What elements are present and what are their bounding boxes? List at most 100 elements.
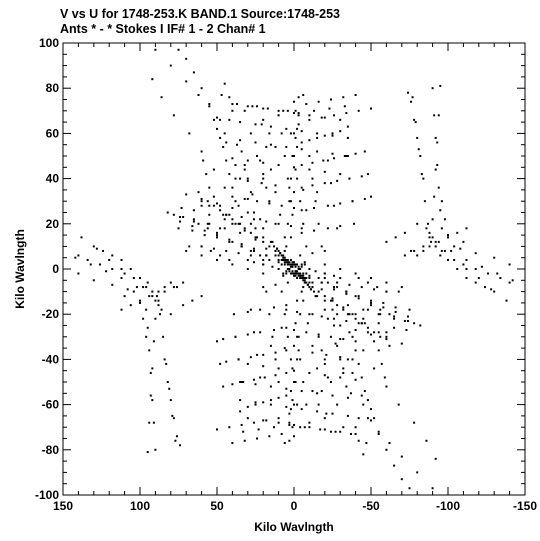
data-point [297, 268, 300, 270]
data-point [246, 310, 249, 313]
y-tick-label: 20 [46, 217, 60, 231]
data-point [351, 371, 354, 374]
data-point [232, 313, 235, 316]
data-point [377, 322, 380, 325]
data-point [256, 437, 259, 440]
data-point [163, 286, 166, 289]
data-point [216, 127, 218, 130]
data-point [240, 245, 243, 248]
data-point [385, 331, 388, 334]
data-point [440, 249, 443, 252]
data-point [246, 362, 249, 365]
data-point [240, 150, 243, 153]
data-point [299, 268, 302, 270]
data-point [185, 193, 188, 196]
data-point [354, 295, 357, 298]
data-point [370, 299, 372, 302]
data-point [440, 200, 443, 203]
data-point [360, 376, 363, 379]
data-point [243, 197, 246, 200]
data-point [331, 297, 334, 300]
data-point [406, 319, 409, 322]
data-point [366, 399, 369, 402]
data-point [323, 182, 326, 185]
data-point [132, 290, 135, 293]
data-point [311, 161, 314, 164]
data-point [349, 432, 352, 435]
data-point [434, 136, 437, 139]
data-point [453, 245, 456, 248]
data-point [271, 240, 274, 243]
data-point [263, 376, 266, 379]
data-point [326, 227, 329, 230]
data-point [311, 281, 314, 284]
data-point [345, 292, 348, 295]
x-tick-label: 150 [53, 499, 73, 513]
data-point [231, 186, 234, 189]
data-point [323, 428, 326, 431]
data-point [274, 249, 277, 252]
data-point [333, 317, 336, 320]
data-point [166, 381, 169, 383]
data-point [308, 371, 311, 374]
data-point [271, 265, 274, 268]
y-tick-label: -20 [42, 307, 60, 321]
data-point [313, 109, 316, 112]
data-point [308, 155, 311, 157]
data-point [92, 245, 95, 248]
data-point [265, 186, 268, 189]
data-point [234, 164, 237, 167]
x-tick-label: 0 [291, 499, 298, 513]
data-point [465, 227, 468, 230]
data-point [305, 403, 308, 406]
data-point [260, 123, 263, 126]
data-point [223, 82, 226, 85]
data-point [120, 308, 123, 311]
data-point [333, 274, 336, 277]
data-point [280, 254, 283, 257]
data-point [239, 139, 242, 142]
data-point [447, 234, 449, 237]
data-point [285, 261, 288, 264]
data-point [296, 270, 299, 273]
data-point [431, 487, 434, 490]
data-point [231, 263, 234, 266]
data-point [419, 324, 422, 327]
data-point [342, 308, 345, 311]
data-point [252, 331, 255, 334]
data-point [385, 385, 388, 388]
data-point [286, 268, 289, 270]
data-point [243, 227, 246, 230]
data-point [289, 200, 292, 203]
data-point [294, 263, 297, 266]
data-point [285, 145, 288, 148]
data-point [305, 277, 308, 280]
data-point [252, 378, 255, 381]
data-point [200, 150, 203, 153]
axis-tick-labels: 150 100 50 0 -50 -100 -150 100 80 60 40 20 0 -20 -40 -6… [35, 36, 537, 513]
data-point [425, 439, 428, 442]
data-point [219, 254, 222, 257]
data-point [342, 371, 345, 374]
data-point [443, 249, 446, 252]
data-point [413, 322, 416, 325]
data-point [272, 329, 275, 332]
data-point [311, 252, 314, 255]
data-point [280, 326, 283, 329]
data-point [302, 272, 305, 275]
data-point [239, 177, 242, 180]
data-point [239, 121, 242, 124]
data-point [413, 118, 416, 121]
data-point [269, 125, 272, 128]
data-point [293, 369, 295, 372]
data-point [269, 168, 272, 171]
data-point [157, 304, 160, 307]
data-point [320, 315, 323, 318]
data-point [303, 277, 306, 280]
data-point [370, 333, 372, 336]
data-point [234, 177, 237, 180]
data-point [89, 263, 92, 266]
y-tick-label: -40 [42, 352, 60, 366]
data-point [262, 118, 265, 121]
data-point [299, 200, 302, 203]
